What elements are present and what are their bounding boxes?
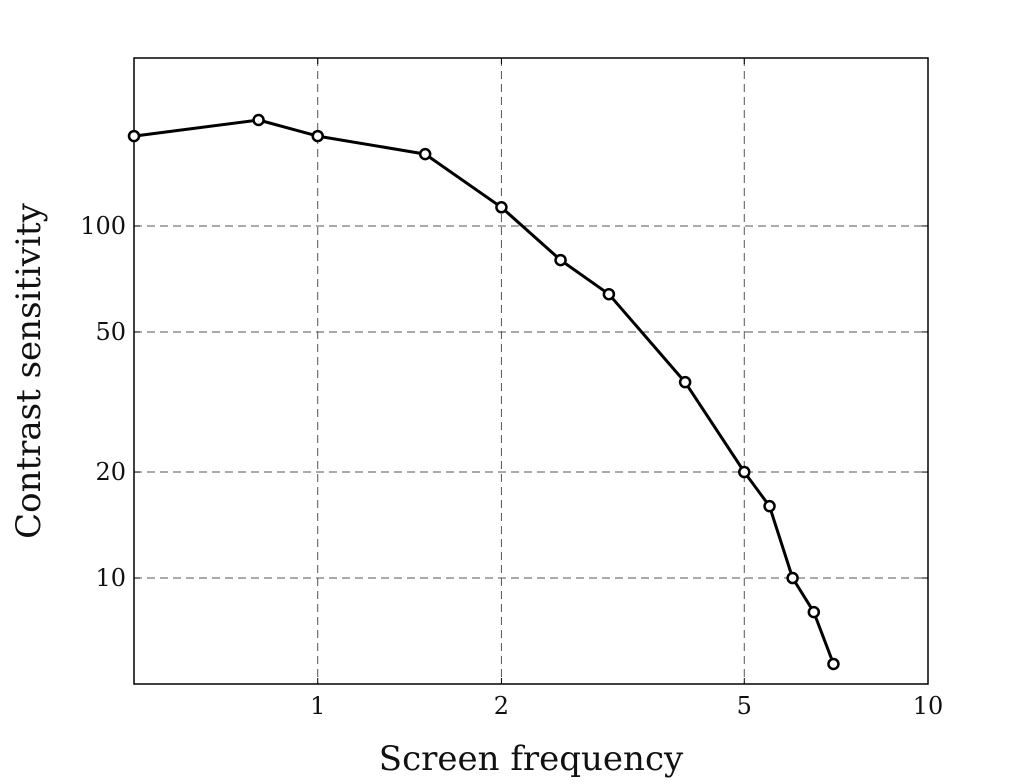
- data-point: [252, 113, 265, 127]
- data-point: [807, 605, 821, 619]
- data-point: [127, 129, 141, 143]
- series-line: [133, 118, 835, 665]
- x-tick-label: 1: [310, 692, 325, 720]
- axis-ticks: 1 2 5 10 10 20 50 100: [80, 58, 943, 720]
- data-point: [827, 657, 840, 671]
- data-point: [554, 253, 567, 267]
- plot-frame: [133, 57, 929, 685]
- x-tick-label: 2: [494, 692, 509, 720]
- data-point: [786, 571, 799, 585]
- y-tick-label: 100: [80, 212, 126, 240]
- grid-lines: [134, 58, 928, 684]
- data-point: [602, 287, 616, 301]
- x-tick-label: 10: [913, 692, 944, 720]
- data-point: [495, 201, 508, 214]
- y-tick-label: 10: [95, 564, 126, 592]
- data-point: [738, 465, 751, 479]
- data-point: [418, 147, 432, 161]
- y-tick-label: 20: [95, 458, 126, 486]
- x-axis-label: Screen frequency: [379, 739, 684, 779]
- data-point: [763, 499, 776, 513]
- data-point: [678, 375, 692, 389]
- y-axis-label: Contrast sensitivity: [9, 202, 49, 539]
- data-series: [127, 113, 840, 671]
- y-tick-label: 50: [95, 318, 126, 346]
- x-tick-label: 5: [737, 692, 752, 720]
- data-point: [311, 129, 324, 143]
